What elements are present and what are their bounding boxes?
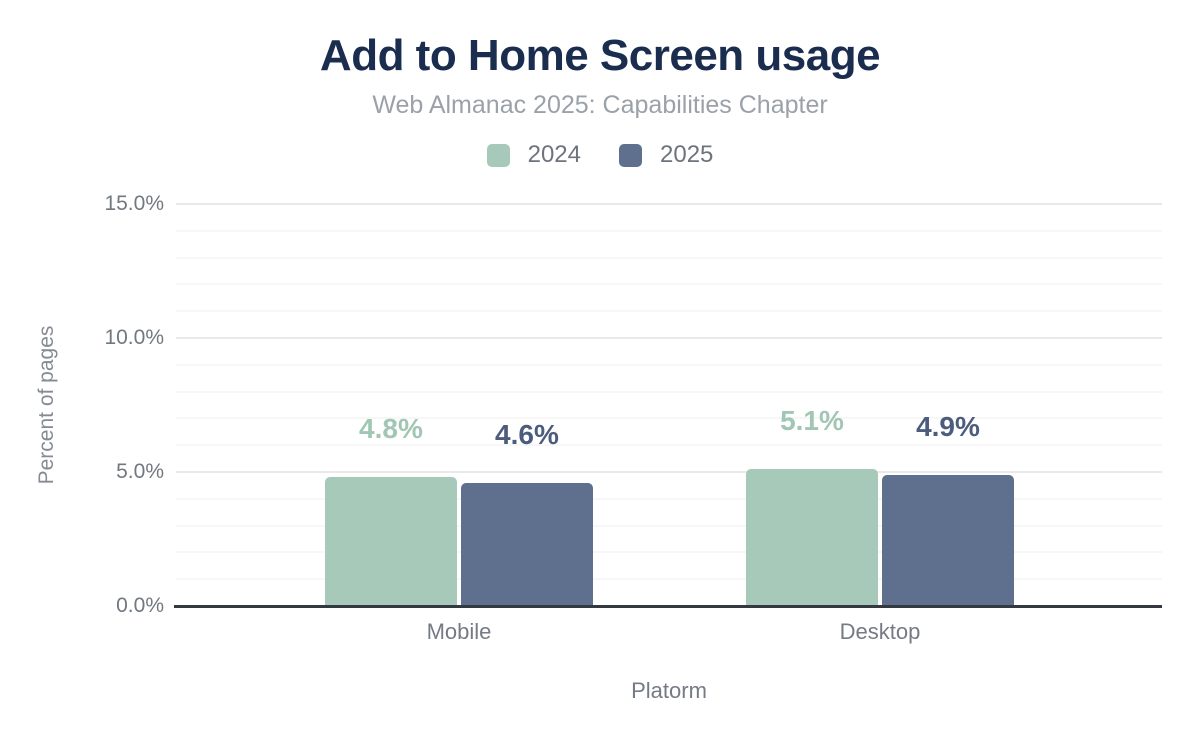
y-tick-label: 15.0% bbox=[104, 192, 164, 215]
value-label-mobile-2025: 4.6% bbox=[495, 418, 559, 450]
y-tick-label: 5.0% bbox=[116, 460, 164, 483]
legend-item-2025: 2025 bbox=[619, 141, 713, 169]
bar-desktop-2025 bbox=[882, 474, 1014, 606]
gridline-minor bbox=[176, 363, 1162, 366]
bar-desktop-2024 bbox=[746, 469, 878, 606]
legend-swatch-2024 bbox=[486, 143, 510, 167]
gridline-minor bbox=[176, 390, 1162, 393]
gridline-minor bbox=[176, 283, 1162, 286]
gridline-major bbox=[176, 337, 1162, 339]
value-label-desktop-2024: 5.1% bbox=[780, 405, 844, 437]
x-tick-label-mobile: Mobile bbox=[426, 619, 492, 644]
gridline-minor bbox=[176, 578, 1162, 581]
gridline-major bbox=[176, 471, 1162, 473]
gridline-minor bbox=[176, 256, 1162, 259]
gridline-minor bbox=[176, 551, 1162, 554]
chart-subtitle: Web Almanac 2025: Capabilities Chapter bbox=[372, 91, 828, 119]
gridline-minor bbox=[176, 229, 1162, 232]
legend-swatch-2025 bbox=[619, 143, 642, 167]
bar-mobile-2025 bbox=[460, 482, 593, 606]
gridline-major bbox=[176, 203, 1162, 205]
chart-title: Add to Home Screen usage bbox=[319, 31, 881, 80]
gridline-minor bbox=[176, 310, 1162, 313]
plot-area bbox=[176, 203, 1162, 606]
gridline-minor bbox=[176, 417, 1162, 420]
x-tick-label-desktop: Desktop bbox=[839, 619, 921, 644]
y-tick-label: 0.0% bbox=[116, 594, 164, 617]
gridline-minor bbox=[176, 444, 1162, 447]
x-axis-line bbox=[174, 605, 1162, 608]
bar-mobile-2024 bbox=[324, 477, 457, 606]
legend-item-2024: 2024 bbox=[486, 141, 581, 169]
x-axis-title: Platorm bbox=[631, 678, 707, 703]
value-label-mobile-2024: 4.8% bbox=[359, 413, 423, 445]
gridline-minor bbox=[176, 497, 1162, 500]
value-label-desktop-2025: 4.9% bbox=[916, 410, 980, 442]
y-tick-label: 10.0% bbox=[104, 326, 164, 349]
legend: 2024 2025 bbox=[0, 141, 1200, 169]
legend-label-2025: 2025 bbox=[660, 141, 714, 168]
legend-label-2024: 2024 bbox=[527, 141, 581, 168]
gridline-minor bbox=[176, 524, 1162, 527]
